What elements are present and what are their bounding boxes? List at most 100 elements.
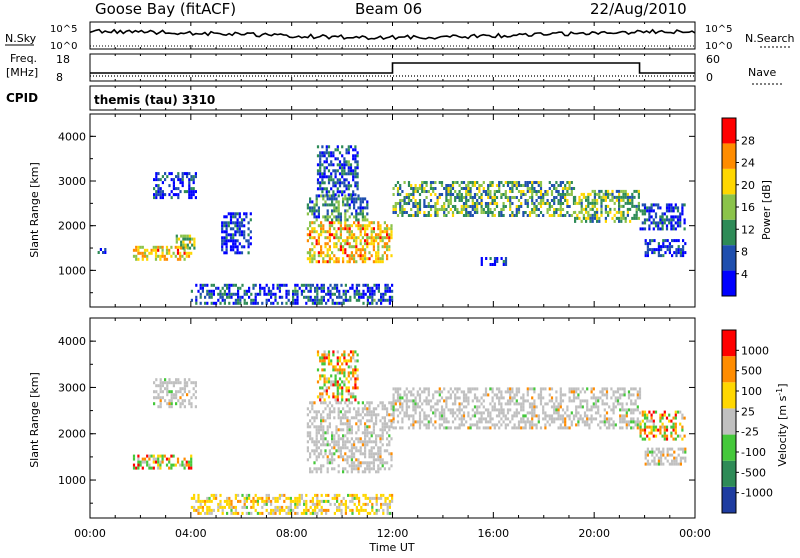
power-echo-cell bbox=[487, 208, 490, 211]
power-echo-cell bbox=[574, 216, 577, 220]
velocity-echo-cell bbox=[361, 452, 364, 456]
velocity-echo-cell bbox=[159, 460, 162, 464]
power-echo-cell bbox=[506, 181, 510, 184]
power-echo-cell bbox=[313, 221, 316, 225]
power-echo-cell bbox=[358, 292, 361, 296]
velocity-echo-cell bbox=[317, 452, 320, 456]
velocity-echo-cell bbox=[183, 463, 186, 467]
power-echo-cell bbox=[493, 257, 497, 260]
power-echo-cell bbox=[598, 195, 601, 199]
power-echo-cell bbox=[361, 227, 364, 231]
power-echo-cell bbox=[337, 218, 340, 222]
power-echo-cell bbox=[386, 298, 389, 302]
velocity-echo-cell bbox=[315, 458, 318, 462]
velocity-echo-cell bbox=[531, 426, 534, 430]
power-echo-cell bbox=[157, 248, 160, 252]
velocity-echo-cell bbox=[274, 499, 277, 503]
power-echo-cell bbox=[350, 236, 353, 240]
power-echo-cell bbox=[236, 245, 239, 249]
velocity-echo-cell bbox=[555, 390, 558, 394]
power-echo-cell bbox=[259, 292, 262, 296]
velocity-echo-cell bbox=[375, 407, 378, 411]
velocity-echo-cell bbox=[319, 356, 322, 360]
power-echo-cell bbox=[326, 218, 329, 222]
power-echo-cell bbox=[372, 248, 375, 252]
power-echo-cell bbox=[330, 172, 333, 176]
power-echo-cell bbox=[484, 211, 488, 214]
power-echo-cell bbox=[482, 190, 485, 193]
power-echo-cell bbox=[566, 199, 569, 202]
power-echo-cell bbox=[668, 209, 671, 213]
power-echo-cell bbox=[663, 212, 666, 216]
velocity-echo-cell bbox=[542, 411, 545, 415]
power-echo-cell bbox=[467, 187, 470, 190]
power-echo-cell bbox=[412, 193, 415, 196]
velocity-echo-cell bbox=[394, 390, 397, 394]
velocity-echo-cell bbox=[168, 466, 171, 470]
velocity-echo-cell bbox=[343, 350, 346, 354]
power-echo-cell bbox=[315, 194, 318, 198]
velocity-echo-cell bbox=[328, 452, 331, 456]
power-echo-cell bbox=[467, 190, 470, 193]
velocity-echo-cell bbox=[383, 428, 386, 432]
velocity-echo-cell bbox=[528, 405, 532, 409]
velocity-echo-cell bbox=[432, 396, 435, 400]
velocity-echo-cell bbox=[443, 399, 446, 403]
velocity-echo-cell bbox=[427, 402, 430, 406]
power-echo-cell bbox=[622, 192, 625, 196]
power-echo-cell bbox=[182, 243, 185, 247]
velocity-echo-cell bbox=[405, 414, 408, 418]
power-echo-cell bbox=[360, 292, 363, 296]
velocity-echo-cell bbox=[454, 387, 457, 391]
velocity-echo-cell bbox=[199, 502, 202, 506]
velocity-echo-cell bbox=[590, 390, 593, 394]
velocity-echo-cell bbox=[429, 417, 433, 421]
power-echo-cell bbox=[309, 200, 312, 204]
velocity-echo-cell bbox=[336, 499, 339, 503]
power-echo-cell bbox=[423, 214, 426, 217]
power-echo-cell bbox=[673, 239, 676, 243]
velocity-echo-cell bbox=[625, 402, 628, 406]
velocity-echo-cell bbox=[148, 454, 151, 458]
power-echo-cell bbox=[212, 283, 215, 287]
power-echo-cell bbox=[462, 208, 466, 211]
velocity-echo-cell bbox=[555, 405, 558, 409]
velocity-echo-cell bbox=[555, 396, 558, 400]
velocity-echo-cell bbox=[380, 493, 383, 497]
power-echo-cell bbox=[467, 184, 470, 187]
velocity-echo-cell bbox=[234, 511, 237, 515]
velocity-echo-cell bbox=[524, 420, 527, 424]
power-echo-cell bbox=[188, 246, 192, 250]
power-echo-cell bbox=[379, 227, 382, 231]
power-echo-cell bbox=[339, 212, 342, 216]
velocity-echo-cell bbox=[343, 368, 346, 372]
velocity-echo-cell bbox=[296, 499, 299, 503]
power-echo-cell bbox=[322, 215, 325, 219]
power-echo-cell bbox=[324, 194, 327, 198]
velocity-echo-cell bbox=[320, 416, 323, 420]
power-echo-cell bbox=[372, 260, 375, 264]
velocity-echo-cell bbox=[334, 380, 337, 384]
velocity-echo-cell bbox=[166, 384, 169, 388]
power-echo-cell bbox=[679, 212, 682, 216]
power-echo-cell bbox=[561, 190, 565, 193]
power-echo-cell bbox=[311, 301, 314, 305]
power-echo-cell bbox=[349, 298, 352, 302]
velocity-echo-cell bbox=[440, 408, 444, 412]
power-echo-cell bbox=[210, 289, 213, 293]
velocity-echo-cell bbox=[659, 428, 662, 432]
power-echo-cell bbox=[153, 187, 156, 191]
velocity-echo-cell bbox=[386, 508, 389, 512]
velocity-echo-cell bbox=[348, 428, 351, 432]
power-echo-cell bbox=[316, 187, 320, 191]
power-echo-cell bbox=[247, 239, 250, 243]
power-echo-cell bbox=[513, 181, 516, 184]
velocity-echo-cell bbox=[217, 502, 220, 506]
velocity-echo-cell bbox=[190, 405, 193, 409]
velocity-echo-cell bbox=[338, 493, 341, 497]
power-echo-cell bbox=[221, 242, 224, 246]
power-echo-cell bbox=[526, 190, 529, 193]
power-echo-cell bbox=[401, 199, 404, 202]
power-echo-cell bbox=[568, 181, 571, 184]
velocity-echo-cell bbox=[313, 440, 316, 444]
